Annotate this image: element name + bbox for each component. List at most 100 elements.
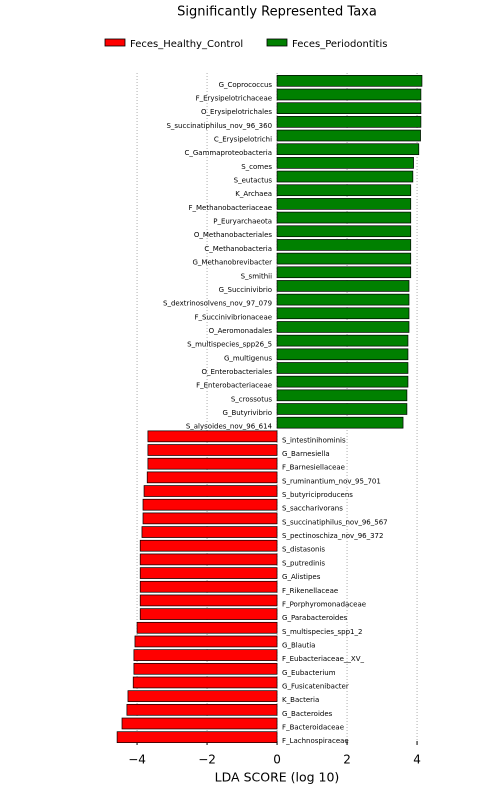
category-label: O_Enterobacteriales [201,368,272,376]
category-label: C_Erysipelotrichi [214,136,272,144]
bar [133,649,278,661]
bar [147,457,278,470]
bar [121,717,278,730]
category-label: G_Alistipes [282,573,321,581]
category-label: S_pectinoschiza_nov_96_372 [282,532,383,540]
bar [276,362,409,374]
bar [132,676,278,689]
bar [276,184,412,197]
category-label: G_Barnesiella [282,450,330,458]
bar [276,266,412,279]
x-tick-label: 4 [413,753,421,767]
category-label: O_Methanobacteriales [194,231,273,239]
bar [276,293,410,306]
bar [276,403,408,415]
bar [147,430,278,443]
bar [276,334,409,347]
bar [139,553,278,566]
bar [146,471,278,484]
category-label: P_Euryarchaeota [213,218,272,226]
bar [133,662,278,675]
bar [126,703,278,716]
bar [139,539,278,552]
category-label: G_multigenus [224,354,272,362]
category-label: G_Butyrivibrio [223,409,273,417]
chart-title: Significantly Represented Taxa [177,5,377,20]
category-label: O_Erysipelotrichales [201,108,272,116]
category-label: S_distasonis [282,546,325,554]
category-label: F_Lachnospiraceae [282,737,349,745]
legend-label: Feces_Periodontitis [292,39,387,50]
bar [276,75,423,87]
bar [276,389,408,402]
legend-label: Feces_Healthy_Control [130,39,243,50]
category-label: F_Rikenellaceae [282,587,338,595]
category-label: S_ruminantium_nov_95_701 [282,477,381,485]
category-label: F_Enterobacteriaceae [196,382,272,390]
category-label: K_Archaea [235,190,272,198]
x-axis-label: LDA SCORE (log 10) [215,770,340,785]
bar [147,444,278,456]
category-label: G_Blautia [282,641,315,649]
category-label: S_saccharivorans [282,505,343,513]
category-label: S_multispecies_spp1_2 [282,628,362,636]
bar [276,252,412,265]
category-label: G_Succinivibrio [219,286,272,294]
category-label: S_succinatiphilus_nov_96_567 [282,518,388,526]
bar [276,225,412,238]
category-label: S_crossotus [231,395,273,403]
category-label: O_Aeromonadales [209,327,273,335]
category-label: F_Methanobacteriaceae [188,204,272,212]
bar [139,567,278,579]
bar [276,375,409,388]
bar [134,635,278,648]
category-label: S_butyriciproducens [282,491,353,499]
bar [141,526,278,538]
category-label: G_Coprococcus [219,81,273,89]
bar [276,88,422,101]
bar [276,211,412,224]
legend-swatch [104,38,126,47]
bar [143,485,278,497]
bar [276,348,409,361]
category-label: C_Methanobacteria [204,245,272,253]
category-label: F_Eubacteriaceae__XV_ [282,655,364,663]
x-tick-label: −4 [128,753,146,767]
category-label: C_Gammaproteobacteria [184,149,272,157]
category-label: S_putredinis [282,559,325,567]
category-label: S_multispecies_spp26_5 [187,341,272,349]
category-label: S_alysoides_nov_96_614 [186,423,273,431]
category-label: S_dextrinosolvens_nov_97_079 [163,300,272,308]
category-label: F_Barnesiellaceae [282,464,345,472]
category-label: K_Bacteria [282,696,319,704]
bar [276,321,410,333]
category-label: S_eutactus [234,177,273,185]
bar [139,580,278,593]
bar [276,170,414,183]
x-tick-label: 2 [343,753,351,767]
category-label: F_Porphyromonadaceae [282,600,366,608]
bar [276,280,410,292]
category-label: G_Fusicatenibacter [282,682,349,690]
x-tick-label: 0 [273,753,281,767]
category-label: F_Bacteroidaceae [282,723,344,731]
x-tick-label: −2 [198,753,216,767]
bar [276,239,412,251]
bar [276,416,404,429]
category-label: F_Succinivibrionaceae [195,313,273,321]
bar [139,608,278,620]
category-label: S_succinatiphilus_nov_96_360 [166,122,272,130]
bar [136,621,278,634]
category-label: G_Methanobrevibacter [193,259,273,267]
legend-swatch [266,38,288,47]
bar [116,731,278,743]
category-label: G_Eubacterium [282,669,336,677]
bar [276,198,412,210]
category-label: G_Bacteroides [282,710,333,718]
bar [142,498,278,511]
category-label: S_smithii [241,272,272,280]
bar [139,594,278,607]
bar [127,690,278,702]
